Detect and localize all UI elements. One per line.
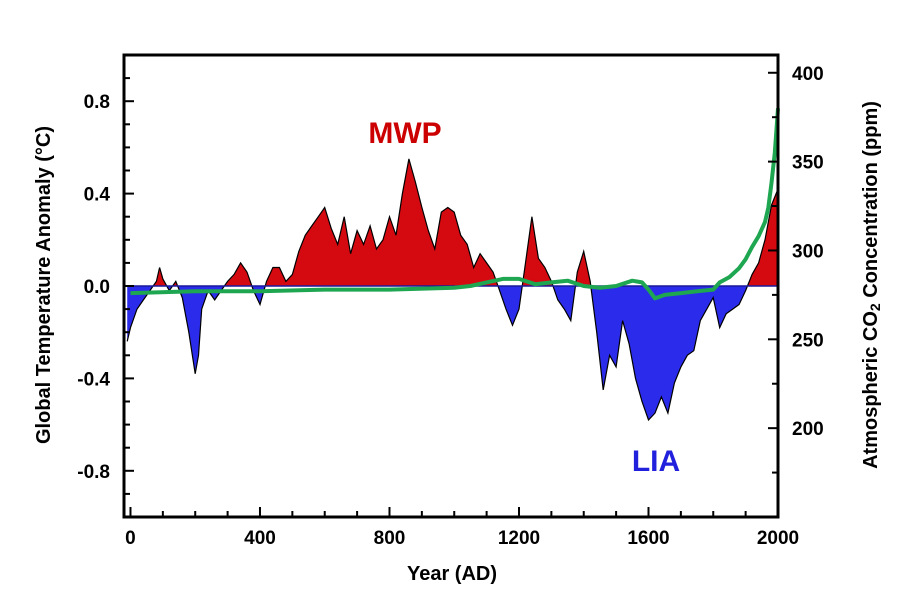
x-axis-title: Year (AD) [407,563,497,585]
x-tick-label: 400 [244,528,276,549]
y2-tick-label: 400 [792,64,824,85]
x-tick-label: 1200 [498,528,540,549]
temperature-outline [126,158,779,422]
y-axis-left-title: Global Temperature Anomaly (°C) [33,126,55,444]
x-tick-label: 800 [374,528,406,549]
annotation-lia: LIA [632,445,680,478]
annotation-mwp: MWP [368,117,441,150]
y-axis-right-title-subscript: 2 [867,303,883,311]
y-axis-right-title-main: Atmospheric CO [860,311,882,469]
co2-line [130,108,780,301]
y-tick-label: -0.8 [77,462,110,483]
y-axis-right-title: Atmospheric CO2 Concentration (ppm) [860,101,883,469]
y2-tick-label: 300 [792,241,824,262]
y-tick-label: -0.4 [77,369,110,390]
y-axis-right-title-tail: Concentration (ppm) [860,101,882,303]
x-tick-label: 1600 [627,528,669,549]
y-tick-label: 0.8 [84,92,110,113]
x-tick-label: 0 [125,528,136,549]
temperature-negative-area [127,286,778,420]
y2-tick-label: 200 [792,419,824,440]
y2-tick-label: 350 [792,153,824,174]
y-tick-label: 0.0 [84,277,110,298]
plot-area: 0 400 800 1200 1600 2000 0.8 0.4 0.0 -0.4 -0.8 400 3… [77,53,824,549]
y-tick-label: 0.4 [84,185,111,206]
x-tick-label: 2000 [757,528,799,549]
y2-tick-label: 250 [792,330,824,351]
temperature-positive-area [127,158,778,286]
